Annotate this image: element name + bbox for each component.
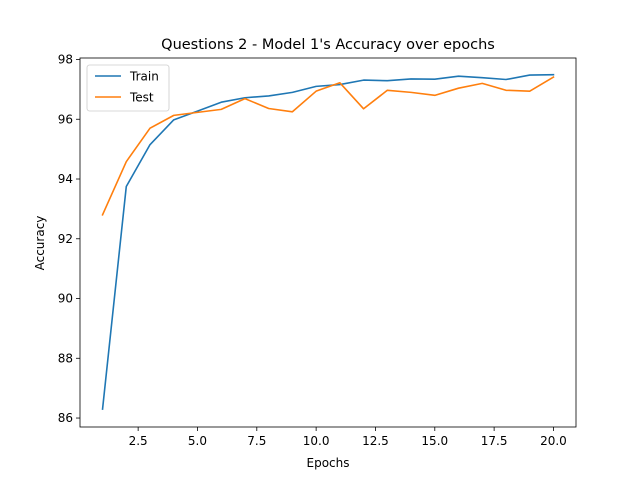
y-tick-label: 96 xyxy=(58,112,73,126)
x-tick-label: 7.5 xyxy=(247,434,266,448)
legend-label-train: Train xyxy=(129,70,159,84)
x-tick-label: 2.5 xyxy=(129,434,148,448)
y-tick-label: 86 xyxy=(58,411,73,425)
x-tick-label: 20.0 xyxy=(540,434,567,448)
series-line-test xyxy=(101,76,555,216)
legend-label-test: Test xyxy=(129,91,154,105)
y-tick-label: 90 xyxy=(58,292,73,306)
x-tick-label: 5.0 xyxy=(188,434,207,448)
plot-area: 2.5 5.0 7.5 10.0 12.5 15.0 17.5 20.0 86 88 90 92 94 9… xyxy=(58,52,577,448)
y-tick-label: 88 xyxy=(58,351,73,365)
x-axis-label: Epochs xyxy=(307,456,350,470)
y-tick-label: 94 xyxy=(58,172,73,186)
chart-title: Questions 2 - Model 1's Accuracy over ep… xyxy=(161,37,495,53)
y-tick-label: 92 xyxy=(58,232,73,246)
y-axis-label: Accuracy xyxy=(33,216,47,271)
y-tick-label: 98 xyxy=(58,52,73,66)
x-tick-label: 12.5 xyxy=(362,434,389,448)
x-tick-label: 10.0 xyxy=(303,434,330,448)
x-tick-label: 15.0 xyxy=(421,434,448,448)
axes-frame xyxy=(79,57,577,428)
x-tick-label: 17.5 xyxy=(481,434,508,448)
legend: Train Test xyxy=(86,64,170,112)
series-line-train xyxy=(101,73,555,410)
